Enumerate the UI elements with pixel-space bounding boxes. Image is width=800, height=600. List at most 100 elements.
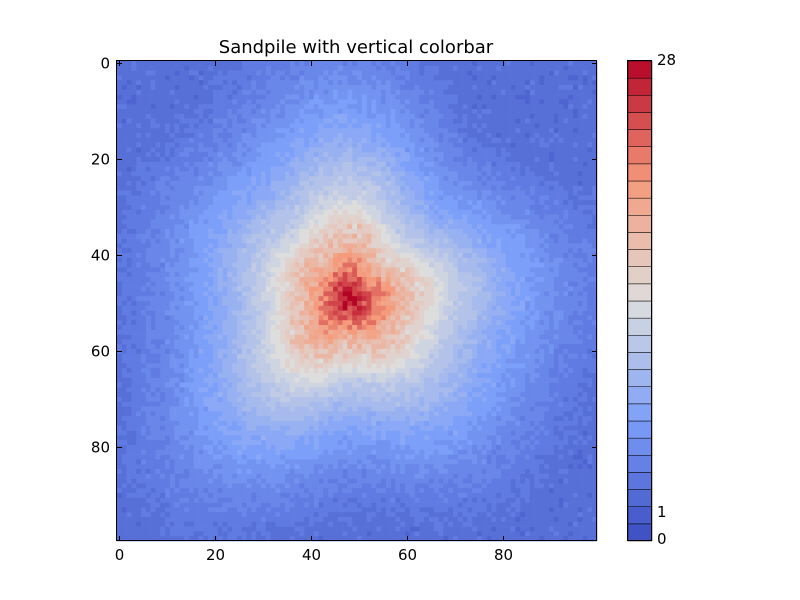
heatmap-cell [467, 286, 473, 292]
heatmap-cell [232, 272, 238, 278]
heatmap-cell [222, 224, 228, 230]
heatmap-cell [553, 176, 559, 182]
heatmap-cell [352, 209, 358, 215]
heatmap-cell [385, 224, 391, 230]
heatmap-cell [169, 65, 175, 71]
heatmap-cell [419, 171, 425, 177]
heatmap-cell [366, 70, 372, 76]
heatmap-cell [169, 113, 175, 119]
heatmap-cell [189, 233, 195, 239]
heatmap-cell [539, 214, 545, 220]
heatmap-cell [529, 137, 535, 143]
heatmap-cell [179, 224, 185, 230]
heatmap-cell [409, 113, 415, 119]
heatmap-cell [414, 128, 420, 134]
heatmap-cell [568, 181, 574, 187]
heatmap-cell [582, 229, 588, 235]
heatmap-cell [342, 118, 348, 124]
heatmap-cell [241, 296, 247, 302]
heatmap-cell [333, 142, 339, 148]
heatmap-cell [352, 296, 358, 302]
heatmap-cell [568, 104, 574, 110]
heatmap-cell [208, 181, 214, 187]
heatmap-cell [409, 171, 415, 177]
heatmap-cell [294, 229, 300, 235]
heatmap-cell [376, 248, 382, 254]
heatmap-cell [150, 133, 156, 139]
heatmap-cell [246, 229, 252, 235]
heatmap-cell [486, 61, 492, 67]
heatmap-cell [366, 137, 372, 143]
heatmap-cell [433, 257, 439, 263]
heatmap-cell [390, 80, 396, 86]
heatmap-cell [131, 229, 137, 235]
heatmap-cell [121, 181, 127, 187]
heatmap-cell [265, 89, 271, 95]
heatmap-cell [525, 137, 531, 143]
heatmap-cell [462, 238, 468, 244]
heatmap-cell [477, 291, 483, 297]
heatmap-cell [366, 267, 372, 273]
heatmap-cell [189, 185, 195, 191]
heatmap-cell [318, 238, 324, 244]
heatmap-cell [165, 161, 171, 167]
heatmap-cell [294, 296, 300, 302]
heatmap-cell [347, 243, 353, 249]
heatmap-cell [381, 281, 387, 287]
heatmap-cell [203, 272, 209, 278]
heatmap-cell [448, 113, 454, 119]
heatmap-cell [136, 123, 142, 129]
heatmap-cell [213, 89, 219, 95]
heatmap-cell [179, 291, 185, 297]
heatmap-cell [429, 109, 435, 115]
heatmap-cell [501, 291, 507, 297]
heatmap-cell [491, 99, 497, 105]
heatmap-cell [587, 113, 593, 119]
heatmap-cell [294, 267, 300, 273]
heatmap-cell [280, 219, 286, 225]
heatmap-cell [150, 61, 156, 67]
heatmap-cell [299, 267, 305, 273]
heatmap-cell [433, 147, 439, 153]
heatmap-cell [265, 296, 271, 302]
heatmap-cell [237, 171, 243, 177]
heatmap-cell [136, 214, 142, 220]
heatmap-cell [131, 257, 137, 263]
heatmap-cell [160, 70, 166, 76]
heatmap-cell [496, 75, 502, 81]
heatmap-cell [534, 277, 540, 283]
heatmap-cell [481, 89, 487, 95]
heatmap-cell [361, 224, 367, 230]
heatmap-cell [193, 286, 199, 292]
heatmap-cell [549, 161, 555, 167]
heatmap-cell [189, 248, 195, 254]
heatmap-cell [136, 85, 142, 91]
heatmap-cell [299, 85, 305, 91]
heatmap-cell [184, 214, 190, 220]
heatmap-cell [208, 233, 214, 239]
heatmap-cell [424, 171, 430, 177]
heatmap-cell [304, 291, 310, 297]
heatmap-cell [265, 99, 271, 105]
heatmap-cell [467, 229, 473, 235]
heatmap-cell [462, 219, 468, 225]
heatmap-cell [438, 166, 444, 172]
heatmap-cell [448, 262, 454, 268]
heatmap-cell [141, 291, 147, 297]
heatmap-cell [251, 219, 257, 225]
heatmap-cell [573, 113, 579, 119]
heatmap-cell [294, 137, 300, 143]
heatmap-cell [289, 142, 295, 148]
heatmap-cell [448, 214, 454, 220]
heatmap-cell [582, 185, 588, 191]
heatmap-cell [467, 161, 473, 167]
heatmap-cell [318, 233, 324, 239]
heatmap-cell [438, 80, 444, 86]
heatmap-cell [563, 233, 569, 239]
heatmap-cell [270, 65, 276, 71]
heatmap-cell [453, 176, 459, 182]
heatmap-cell [318, 224, 324, 230]
heatmap-cell [121, 152, 127, 158]
heatmap-cell [405, 185, 411, 191]
heatmap-cell [208, 75, 214, 81]
